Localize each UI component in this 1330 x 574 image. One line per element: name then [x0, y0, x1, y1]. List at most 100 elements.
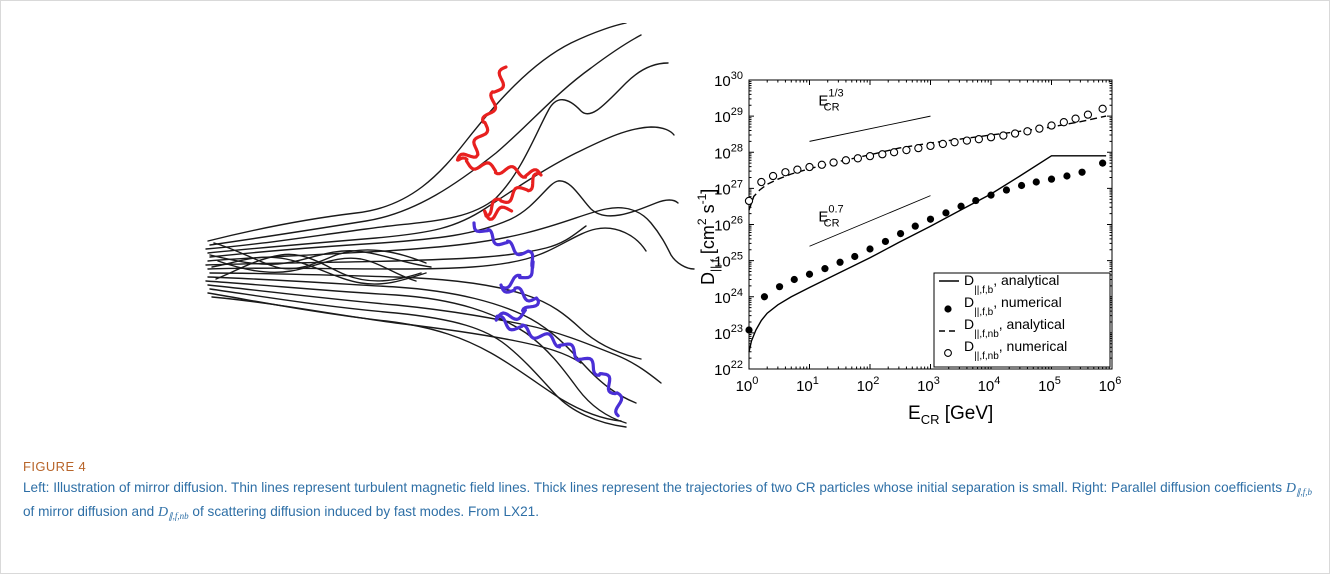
symbol-d-fnb: D∥,f,nb: [158, 505, 189, 521]
data-point-numerical-nb: [914, 143, 923, 153]
field-line: [207, 292, 622, 422]
data-series: [744, 104, 1107, 352]
field-line: [209, 250, 432, 268]
data-point-numerical-b: [1063, 172, 1071, 180]
field-line: [209, 180, 679, 258]
data-point-numerical-nb: [853, 154, 863, 163]
slope-label: E1/3 CR: [818, 87, 843, 113]
data-point-numerical-nb: [1023, 127, 1032, 136]
data-point-numerical-b: [775, 283, 784, 291]
data-point-numerical-nb: [805, 162, 814, 172]
figure-caption: FIGURE 4 Left: Illustration of mirror di…: [23, 459, 1313, 526]
x-tick-label: 102: [857, 375, 880, 395]
legend-swatch-filled: [944, 305, 952, 313]
slope-labels: E1/3 CR E0.7 CR: [818, 87, 843, 229]
data-point-numerical-nb: [938, 139, 947, 149]
data-point-numerical-nb: [793, 165, 802, 174]
field-line: [207, 126, 675, 254]
y-tick-label: 1025: [714, 251, 743, 271]
x-tick-label: 103: [917, 375, 940, 395]
x-tick-label: 101: [796, 375, 819, 395]
field-line: [205, 225, 587, 266]
data-point-numerical-nb: [768, 171, 778, 181]
data-point-numerical-nb: [744, 196, 754, 206]
data-point-numerical-b: [881, 237, 890, 246]
legend-label: D||,f,b, analytical: [964, 272, 1059, 296]
slope-guide-line: [809, 115, 931, 142]
data-point-numerical-b: [987, 191, 995, 199]
data-point-numerical-b: [821, 265, 829, 273]
particle-trajectories: [455, 65, 624, 418]
data-point-numerical-b: [1047, 175, 1056, 183]
caption-text: Left: Illustration of mirror diffusion. …: [23, 480, 1312, 521]
field-line: [217, 257, 417, 282]
data-point-numerical-nb: [999, 131, 1008, 140]
data-point-numerical-nb: [1010, 129, 1020, 138]
data-point-numerical-nb: [1098, 104, 1107, 113]
data-point-numerical-b: [1032, 178, 1040, 186]
symbol-d-fb: D∥,f,b: [1285, 481, 1312, 497]
field-line: [207, 276, 637, 404]
x-tick-label: 100: [736, 375, 759, 395]
data-point-numerical-b: [790, 275, 798, 284]
x-tick-label: 105: [1038, 375, 1061, 395]
data-point-numerical-b: [896, 229, 905, 238]
data-point-numerical-nb: [986, 133, 996, 142]
particle-trajectory-red: [455, 65, 543, 221]
data-point-numerical-nb: [950, 138, 959, 147]
x-tick-label: 106: [1099, 375, 1122, 395]
data-point-numerical-b: [745, 326, 753, 334]
data-point-numerical-nb: [1083, 110, 1093, 119]
data-point-numerical-nb: [841, 156, 851, 165]
x-tick-label: 104: [978, 375, 1001, 395]
data-point-numerical-b: [942, 209, 950, 217]
data-point-numerical-nb: [865, 151, 875, 161]
field-line: [211, 256, 427, 285]
field-line: [207, 207, 695, 270]
legend-label: D||,f,nb, numerical: [964, 338, 1067, 362]
y-tick-label: 1028: [714, 142, 743, 162]
y-tick-label: 1030: [714, 70, 743, 90]
legend-swatch-hollow: [944, 349, 952, 357]
data-point-numerical-b: [1017, 181, 1026, 190]
data-point-numerical-nb: [781, 168, 790, 177]
field-line: [209, 288, 627, 428]
data-point-numerical-b: [760, 293, 769, 301]
diffusion-coefficient-chart: 100 101 102 103 104 105 106 1022 1023 1024 1025 102…: [695, 70, 1121, 427]
axis-tick-labels: 100 101 102 103 104 105 106 1022 1023 1024 1025 102…: [714, 70, 1121, 395]
data-point-numerical-b: [972, 196, 980, 205]
mirror-diffusion-illustration: [205, 23, 695, 428]
field-line: [211, 296, 582, 364]
y-tick-label: 1022: [714, 359, 743, 379]
data-point-numerical-nb: [817, 160, 826, 169]
data-point-numerical-nb: [889, 148, 899, 157]
data-point-numerical-nb: [829, 158, 838, 167]
legend-box: [933, 272, 1111, 368]
data-point-numerical-b: [866, 245, 874, 253]
field-line: [215, 253, 422, 282]
data-point-numerical-b: [926, 215, 935, 223]
field-line: [207, 23, 627, 242]
figure-label: FIGURE 4: [23, 459, 87, 474]
data-point-numerical-b: [911, 222, 919, 230]
particle-trajectory-blue: [472, 221, 624, 418]
data-point-numerical-nb: [902, 145, 911, 155]
slope-guide-line: [809, 195, 931, 247]
field-line: [205, 62, 669, 250]
legend-label: D||,f,nb, analytical: [964, 316, 1065, 340]
figure-artwork: 100 101 102 103 104 105 106 1022 1023 1024 1025 102…: [205, 23, 1121, 428]
field-line: [207, 284, 662, 384]
data-point-numerical-b: [1078, 168, 1086, 176]
data-point-numerical-b: [1099, 159, 1107, 167]
series-line-analytical-b: [748, 155, 1107, 352]
data-point-numerical-b: [1002, 186, 1011, 194]
data-point-numerical-b: [805, 270, 814, 278]
data-point-numerical-nb: [1047, 121, 1056, 130]
legend-label: D||,f,b, numerical: [964, 294, 1062, 318]
magnetic-field-lines: [205, 23, 695, 428]
y-tick-label: 1026: [714, 215, 743, 235]
y-axis-title: D||,f [cm2 s-1]: [695, 189, 722, 285]
data-point-numerical-nb: [926, 141, 935, 151]
